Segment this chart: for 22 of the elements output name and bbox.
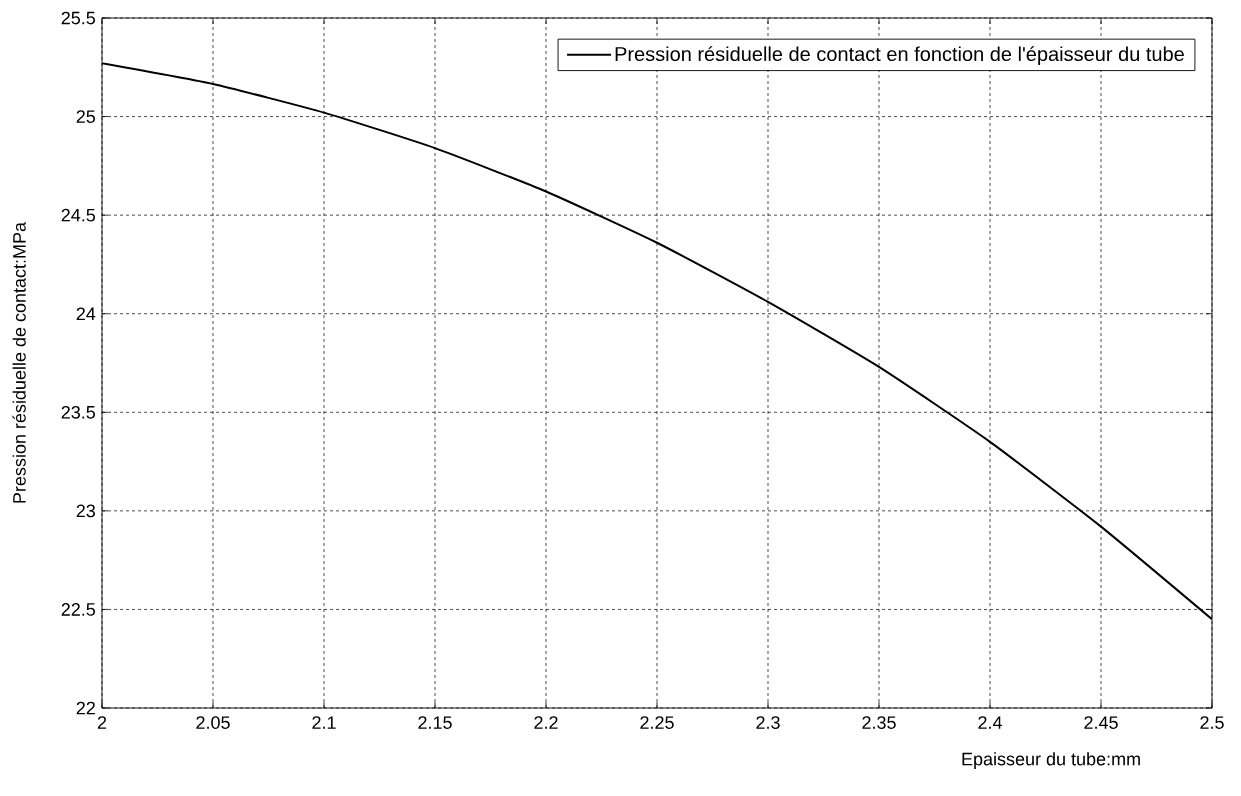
y-tick-label: 22.5 (61, 603, 96, 616)
x-tick-label: 2.05 (196, 716, 230, 729)
y-tick-label: 25 (76, 110, 96, 123)
x-tick-label: 2 (97, 716, 107, 729)
x-tick-label: 2.3 (756, 716, 780, 729)
y-tick-label: 24.5 (61, 208, 96, 222)
x-axis-title: Epaisseur du tube:mm (962, 752, 1140, 769)
y-axis-title: Pression résiduelle de contact:MPa (12, 221, 26, 503)
x-tick-label: 2.15 (418, 716, 452, 729)
y-tick-label: 22 (76, 701, 95, 715)
x-tick-label: 2.1 (312, 716, 336, 729)
y-tick-label: 23 (76, 504, 96, 518)
x-tick-label: 2.4 (978, 716, 1002, 729)
x-tick-label: 2.45 (1084, 716, 1118, 729)
x-tick-label: 2.35 (862, 716, 896, 729)
legend-label: Pression résiduelle de contact en fonction de l'épaisseur du tube (615, 46, 1184, 66)
y-tick-label: 25.5 (61, 11, 96, 25)
x-tick-label: 2.5 (1200, 716, 1224, 729)
y-tick-label: 23.5 (61, 405, 96, 419)
x-tick-label: 2.25 (640, 716, 674, 729)
y-tick-label: 24 (76, 307, 96, 321)
x-tick-label: 2.2 (534, 716, 558, 729)
